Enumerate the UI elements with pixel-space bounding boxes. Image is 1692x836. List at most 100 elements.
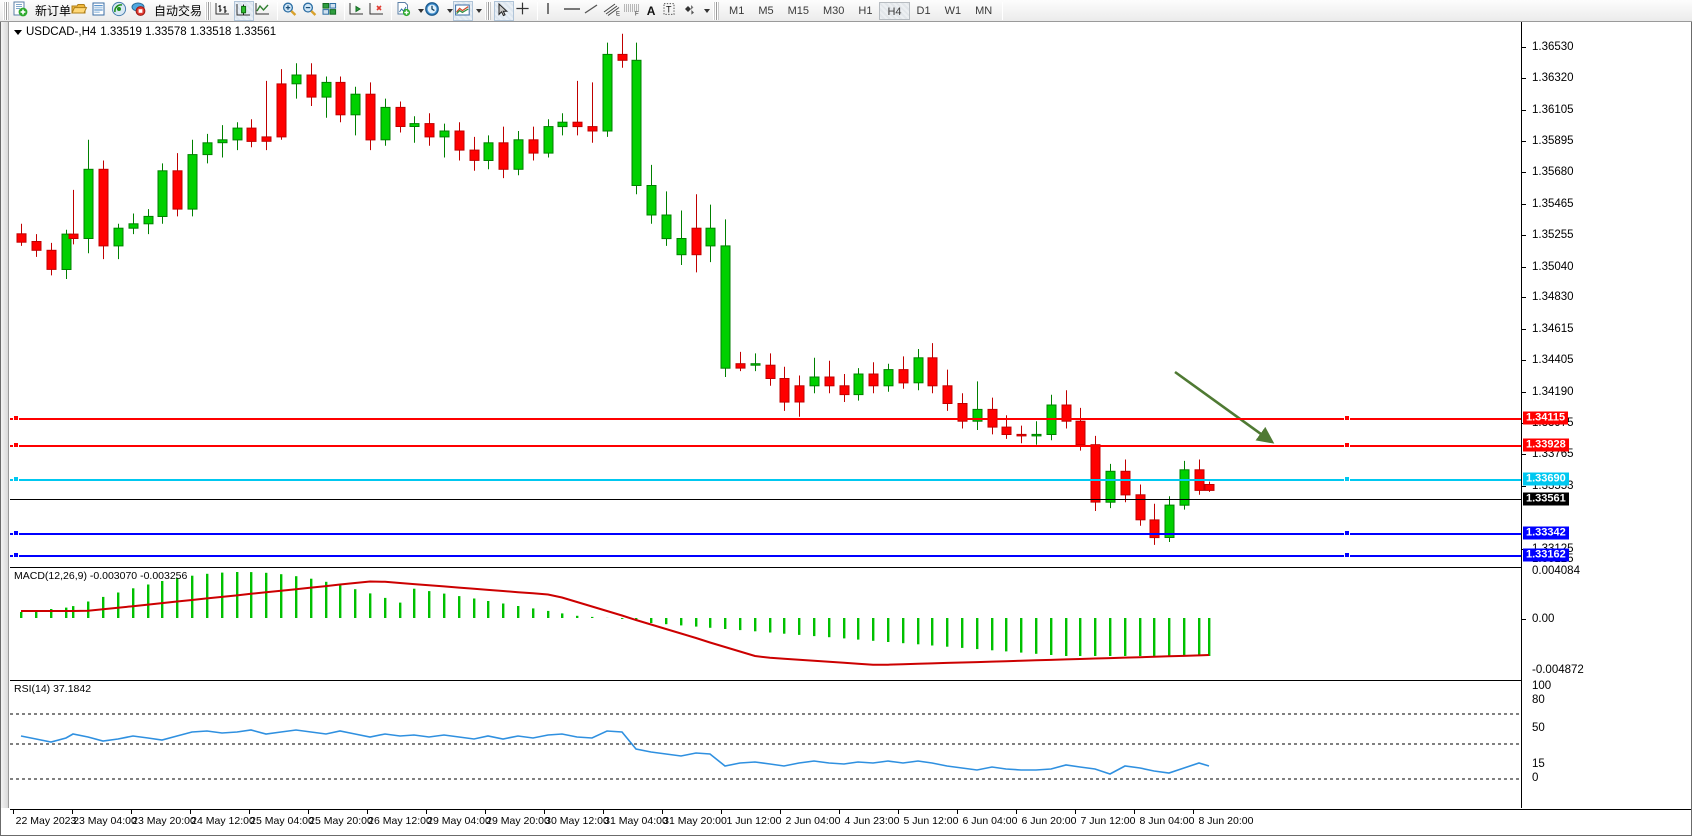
- macd-series: [20, 572, 1211, 666]
- level-handle-left-support-2[interactable]: [13, 552, 19, 558]
- level-handle-left-pivot-cyan[interactable]: [13, 476, 19, 482]
- signal-icon[interactable]: [111, 1, 131, 21]
- level-line-support-2[interactable]: [10, 555, 1521, 557]
- price-chip-support-2[interactable]: 1.33162: [1523, 548, 1569, 562]
- trendline-icon[interactable]: [581, 1, 601, 21]
- text-icon[interactable]: A: [646, 3, 656, 18]
- candlestick-icon[interactable]: [234, 0, 255, 21]
- level-handle-left-resistance-1[interactable]: [13, 415, 19, 421]
- level-line-resistance-1[interactable]: [10, 418, 1521, 420]
- indicators-dropdown-caret[interactable]: [418, 8, 425, 13]
- price-tick: [1521, 391, 1526, 393]
- bar-chart-icon[interactable]: [214, 1, 234, 21]
- level-handle-support-1[interactable]: [1344, 530, 1350, 536]
- time-tick: [721, 810, 722, 814]
- drawing-tools-grip[interactable]: [485, 1, 492, 20]
- timeframe-h4[interactable]: H4: [879, 1, 910, 20]
- crosshair-icon[interactable]: [514, 1, 534, 21]
- price-tick-label: 1.34615: [1532, 323, 1574, 336]
- time-tick-label: 1 Jun 12:00: [726, 815, 782, 827]
- price-tick: [1521, 266, 1526, 268]
- equidistant-channel-icon[interactable]: E: [601, 1, 621, 21]
- auto-trading-label[interactable]: 自动交易: [154, 4, 203, 18]
- price-chip-current-price[interactable]: 1.33561: [1523, 492, 1569, 506]
- timeframe-m1[interactable]: M1: [729, 4, 745, 17]
- candlestick-series: [16, 33, 1215, 545]
- period-dropdown-caret[interactable]: [447, 8, 454, 13]
- main-toolbar: 新订单 自动交易: [0, 0, 1692, 22]
- level-handle-pivot-cyan[interactable]: [1344, 476, 1350, 482]
- timeframe-m30[interactable]: M30: [823, 4, 845, 17]
- label-icon[interactable]: T: [661, 1, 681, 21]
- chart-plot-area[interactable]: USDCAD-,H4 1.33519 1.33578 1.33518 1.335…: [10, 22, 1691, 835]
- chart-scrollbar[interactable]: [1, 22, 9, 808]
- zoom-out-icon[interactable]: [301, 1, 321, 21]
- price-chip-pivot-cyan[interactable]: 1.33690: [1523, 472, 1569, 486]
- symbol-ohlc: 1.33519 1.33578 1.33518 1.33561: [100, 26, 277, 38]
- time-tick-label: 23 May 04:00: [73, 815, 137, 827]
- timeframe-grip[interactable]: [713, 1, 720, 20]
- toolbar-grip[interactable]: [3, 1, 9, 20]
- time-tick-label: 30 May 12:00: [545, 815, 609, 827]
- level-handle-support-2[interactable]: [1344, 552, 1350, 558]
- macd-axis-label-zero: 0.00: [1532, 613, 1555, 625]
- objects-icon[interactable]: [681, 1, 701, 21]
- zoom-in-icon[interactable]: [281, 1, 301, 21]
- templates-dropdown-caret[interactable]: [476, 8, 483, 13]
- line-chart-icon[interactable]: [254, 1, 274, 21]
- level-handle-resistance-2[interactable]: [1344, 442, 1350, 448]
- auto-trading-icon[interactable]: [131, 1, 151, 21]
- svg-text:F: F: [635, 11, 639, 17]
- time-tick: [308, 810, 309, 814]
- templates-icon[interactable]: [453, 0, 474, 21]
- fibonacci-icon[interactable]: F: [621, 1, 641, 21]
- time-tick: [1193, 810, 1194, 814]
- level-line-current-price[interactable]: [10, 499, 1521, 500]
- time-axis[interactable]: 22 May 2023 23 May 04:00 23 May 20:00 24 Ma…: [10, 809, 1691, 835]
- timeframe-w1[interactable]: W1: [944, 4, 962, 17]
- chart-type-grip[interactable]: [205, 1, 212, 20]
- cursor-icon[interactable]: [494, 0, 515, 21]
- data-window-icon[interactable]: [91, 1, 111, 21]
- time-tick: [780, 810, 781, 814]
- price-chip-resistance-2[interactable]: 1.33928: [1523, 438, 1569, 452]
- price-chip-support-1[interactable]: 1.33342: [1523, 526, 1569, 540]
- timeframe-h1[interactable]: H1: [858, 4, 873, 17]
- timeframe-m15[interactable]: M15: [787, 4, 809, 17]
- level-handle-left-support-1[interactable]: [13, 530, 19, 536]
- shift-icon[interactable]: [348, 1, 368, 21]
- level-line-support-1[interactable]: [10, 533, 1521, 535]
- level-line-pivot-cyan[interactable]: [10, 479, 1521, 481]
- price-tick: [1521, 297, 1526, 299]
- level-line-resistance-2[interactable]: [10, 445, 1521, 447]
- price-tick-label: 1.34830: [1532, 291, 1574, 304]
- objects-dropdown-caret[interactable]: [704, 8, 711, 13]
- hline-icon[interactable]: [561, 1, 581, 21]
- timeframe-d1[interactable]: D1: [916, 4, 931, 17]
- new-order-icon[interactable]: [12, 1, 32, 21]
- time-tick: [544, 810, 545, 814]
- annotation-layer: [1174, 370, 1275, 444]
- grid-icon[interactable]: [321, 1, 341, 21]
- folder-icon[interactable]: [71, 1, 91, 21]
- price-axis[interactable]: 1.36530 1.36320 1.36105 1.35895 1.35680 1.354…: [1521, 22, 1691, 808]
- time-tick: [249, 810, 250, 814]
- time-tick-label: 8 Jun 04:00: [1139, 815, 1195, 827]
- period-icon[interactable]: [424, 1, 444, 21]
- timeframe-mn[interactable]: MN: [975, 4, 993, 17]
- time-tick-label: 29 May 20:00: [486, 815, 550, 827]
- vline-icon[interactable]: [541, 1, 561, 21]
- level-handle-resistance-1[interactable]: [1344, 415, 1350, 421]
- time-tick-label: 29 May 04:00: [427, 815, 491, 827]
- price-tick-label: 1.36320: [1532, 72, 1574, 84]
- toolbar-separator-3: [391, 1, 393, 20]
- indicators-icon[interactable]: [395, 1, 415, 21]
- level-handle-left-resistance-2[interactable]: [13, 442, 19, 448]
- price-chip-resistance-1[interactable]: 1.34115: [1523, 411, 1569, 425]
- time-tick-label: 4 Jun 23:00: [844, 815, 900, 827]
- autoscroll-icon[interactable]: [368, 1, 388, 21]
- price-tick: [1521, 172, 1526, 174]
- chart-menu-caret-icon[interactable]: [14, 29, 22, 35]
- timeframe-m5[interactable]: M5: [758, 4, 774, 17]
- new-order-label[interactable]: 新订单: [35, 4, 72, 18]
